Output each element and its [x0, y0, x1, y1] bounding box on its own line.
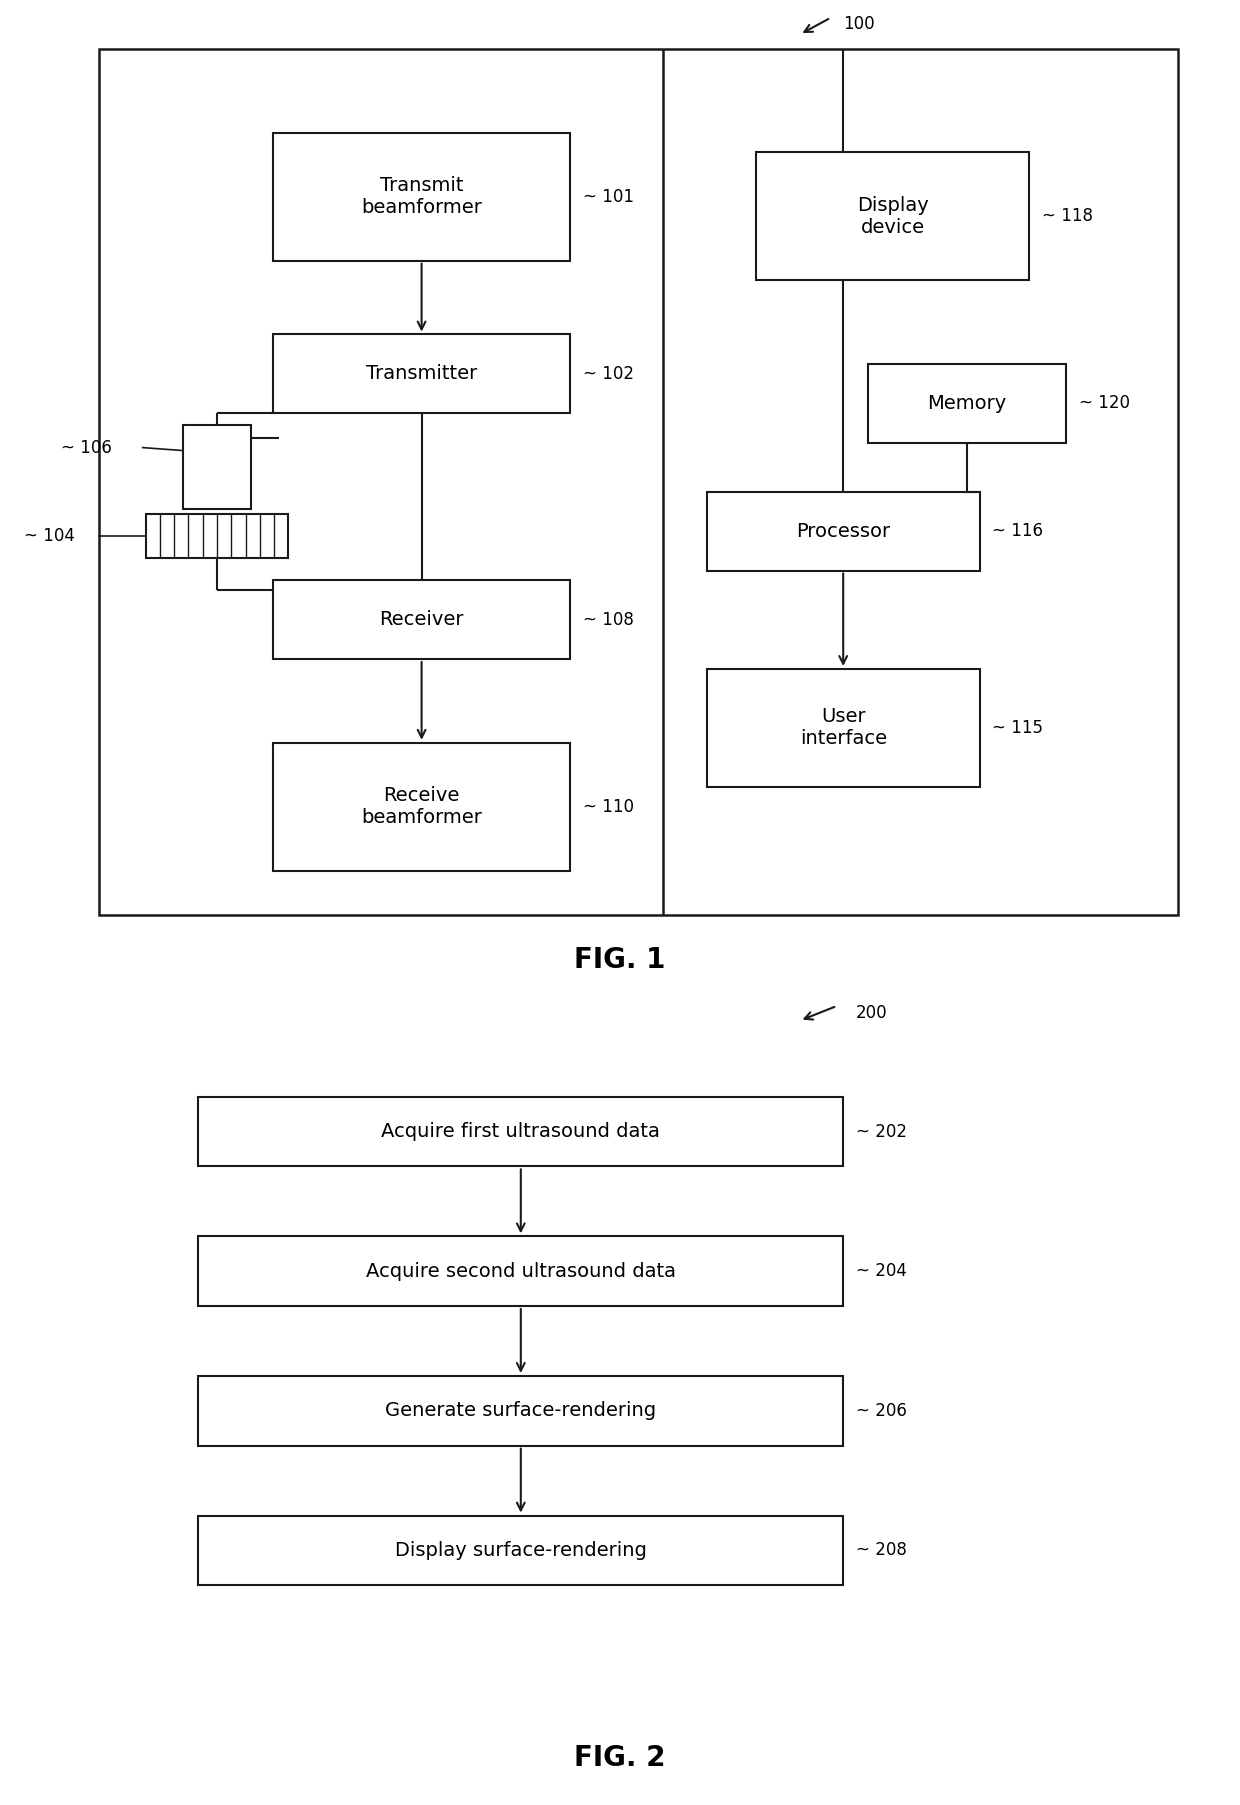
Text: ~ 102: ~ 102: [583, 365, 634, 383]
FancyBboxPatch shape: [273, 581, 570, 659]
FancyBboxPatch shape: [198, 1097, 843, 1166]
Text: Transmitter: Transmitter: [366, 365, 477, 383]
Text: ~ 204: ~ 204: [856, 1262, 906, 1280]
FancyBboxPatch shape: [756, 152, 1029, 280]
Text: Receive
beamformer: Receive beamformer: [361, 787, 482, 827]
Text: Acquire first ultrasound data: Acquire first ultrasound data: [382, 1123, 660, 1141]
Text: Display surface-rendering: Display surface-rendering: [394, 1541, 647, 1560]
Text: ~ 202: ~ 202: [856, 1123, 906, 1141]
FancyBboxPatch shape: [198, 1516, 843, 1585]
Text: ~ 110: ~ 110: [583, 798, 634, 816]
Text: FIG. 1: FIG. 1: [574, 946, 666, 975]
FancyBboxPatch shape: [198, 1375, 843, 1446]
Text: ~ 120: ~ 120: [1079, 393, 1130, 412]
Text: Processor: Processor: [796, 522, 890, 542]
FancyBboxPatch shape: [184, 426, 250, 509]
Text: FIG. 2: FIG. 2: [574, 1744, 666, 1773]
Text: ~ 104: ~ 104: [24, 527, 74, 545]
Text: ~ 208: ~ 208: [856, 1541, 906, 1560]
FancyBboxPatch shape: [198, 1236, 843, 1307]
Text: ~ 108: ~ 108: [583, 610, 634, 628]
FancyBboxPatch shape: [146, 514, 288, 558]
Text: Memory: Memory: [928, 393, 1007, 413]
Text: ~ 106: ~ 106: [61, 439, 112, 457]
FancyBboxPatch shape: [868, 365, 1066, 442]
FancyBboxPatch shape: [273, 134, 570, 260]
Text: ~ 206: ~ 206: [856, 1402, 906, 1421]
FancyBboxPatch shape: [273, 334, 570, 413]
Text: ~ 115: ~ 115: [992, 718, 1043, 736]
FancyBboxPatch shape: [273, 742, 570, 870]
Text: Display
device: Display device: [857, 197, 929, 236]
Text: ~ 118: ~ 118: [1042, 208, 1092, 226]
Text: Acquire second ultrasound data: Acquire second ultrasound data: [366, 1262, 676, 1282]
FancyBboxPatch shape: [707, 670, 980, 787]
Text: User
interface: User interface: [800, 708, 887, 749]
Text: Transmit
beamformer: Transmit beamformer: [361, 177, 482, 217]
Text: ~ 116: ~ 116: [992, 522, 1043, 540]
Text: Generate surface-rendering: Generate surface-rendering: [386, 1401, 656, 1421]
FancyBboxPatch shape: [707, 491, 980, 570]
Text: ~ 101: ~ 101: [583, 188, 634, 206]
Text: 200: 200: [856, 1004, 888, 1022]
Text: Receiver: Receiver: [379, 610, 464, 630]
Text: 100: 100: [843, 14, 875, 32]
